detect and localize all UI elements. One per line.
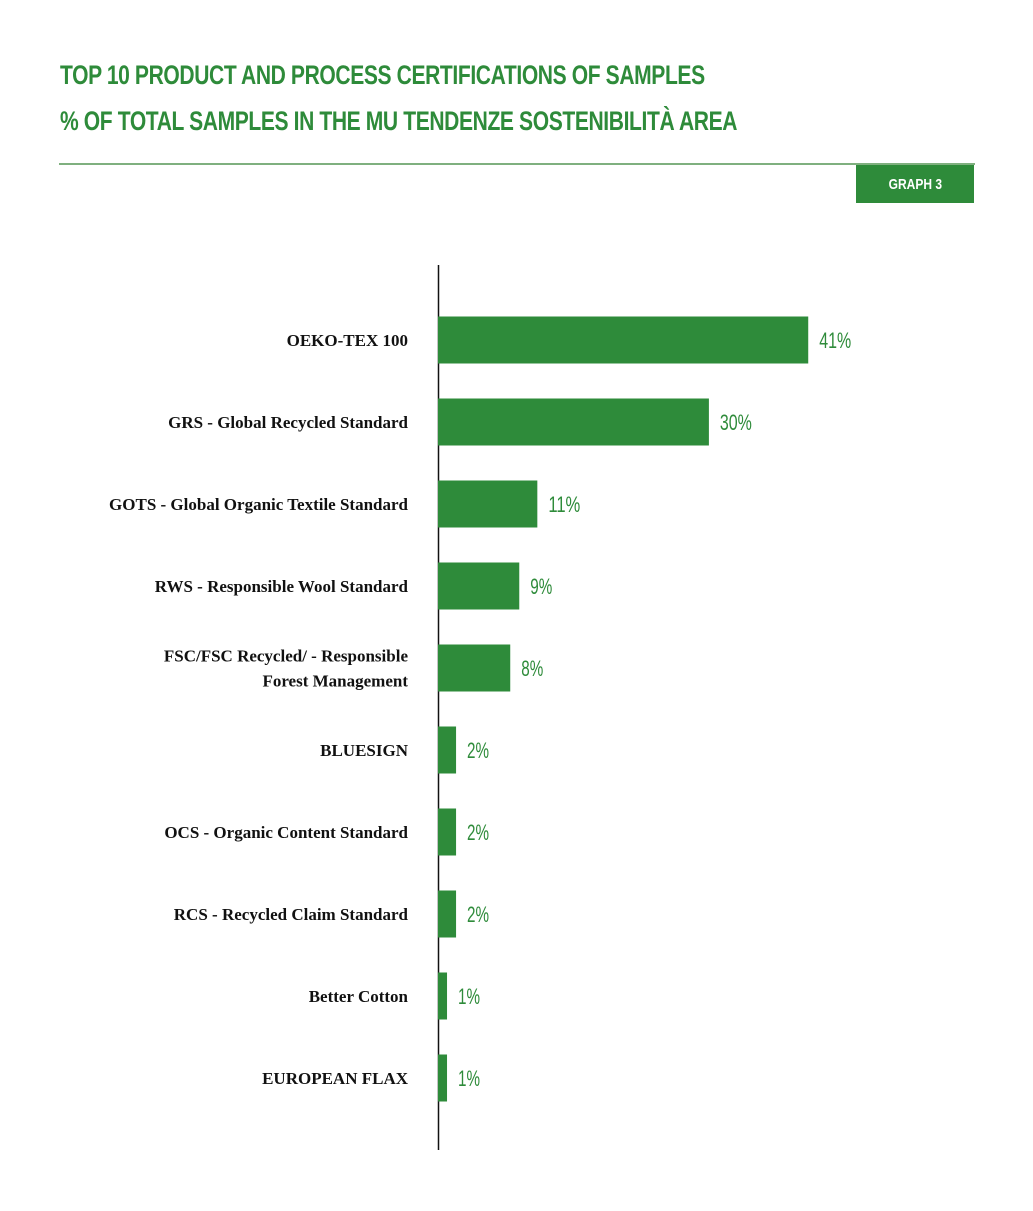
category-label-6: BLUESIGN xyxy=(320,741,409,760)
category-label-9: Better Cotton xyxy=(309,987,409,1006)
bar-3 xyxy=(438,480,538,528)
bar-10 xyxy=(438,1054,448,1102)
value-label-9: 1% xyxy=(458,984,480,1009)
chart-title: TOP 10 PRODUCT AND PROCESS CERTIFICATION… xyxy=(60,52,737,144)
bar-5 xyxy=(438,644,511,692)
category-label-4: RWS - Responsible Wool Standard xyxy=(155,577,409,596)
category-label-8: RCS - Recycled Claim Standard xyxy=(174,905,409,924)
bar-8 xyxy=(438,890,457,938)
graph-badge: GRAPH 3 xyxy=(856,165,974,203)
bar-6 xyxy=(438,726,457,774)
bar-1 xyxy=(438,316,809,364)
value-label-1: 41% xyxy=(819,328,851,353)
value-label-7: 2% xyxy=(467,820,489,845)
bars-group: 41% OEKO-TEX 100 30% GRS - Global Recycled … xyxy=(109,316,851,1102)
value-label-2: 30% xyxy=(720,410,752,435)
value-label-4: 9% xyxy=(530,574,552,599)
category-label-2: GRS - Global Recycled Standard xyxy=(168,413,408,432)
category-label-1: OEKO-TEX 100 xyxy=(287,331,408,350)
value-label-6: 2% xyxy=(467,738,489,763)
bar-9 xyxy=(438,972,448,1020)
bar-4 xyxy=(438,562,520,610)
category-label-7: OCS - Organic Content Standard xyxy=(164,823,408,842)
graph-badge-label: GRAPH 3 xyxy=(888,175,942,193)
category-label-10: EUROPEAN FLAX xyxy=(262,1069,409,1088)
bar-7 xyxy=(438,808,457,856)
value-label-3: 11% xyxy=(548,492,580,517)
value-label-10: 1% xyxy=(458,1066,480,1091)
category-label-3: GOTS - Global Organic Textile Standard xyxy=(109,495,409,514)
title-line-2: % OF TOTAL SAMPLES IN THE MU TENDENZE SO… xyxy=(60,106,738,136)
header-divider xyxy=(59,163,975,165)
bar-2 xyxy=(438,398,709,446)
title-line-1: TOP 10 PRODUCT AND PROCESS CERTIFICATION… xyxy=(60,60,705,90)
value-label-5: 8% xyxy=(521,656,543,681)
category-label-5-line-1: FSC/FSC Recycled/ - Responsible xyxy=(164,647,409,666)
value-label-8: 2% xyxy=(467,902,489,927)
category-label-5-line-2: Forest Management xyxy=(262,672,408,691)
